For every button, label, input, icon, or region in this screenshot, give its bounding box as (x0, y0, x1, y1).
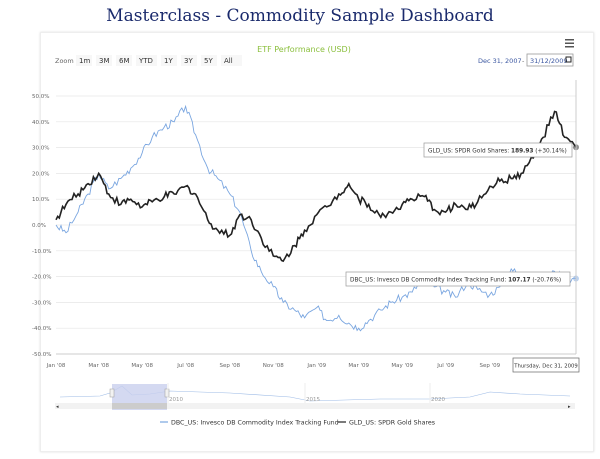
calendar-icon[interactable] (565, 56, 572, 63)
navigator-tick: 2010 (169, 397, 183, 403)
range-to: 31/12/2009 (530, 57, 567, 65)
x-tick-label: Sep '09 (479, 363, 500, 369)
scrollbar[interactable] (55, 403, 575, 409)
range-button-label: 5Y (204, 57, 213, 65)
y-tick-label: 40.0% (32, 120, 49, 126)
crosshair-label: Thursday, Dec 31, 2009 (512, 357, 580, 373)
y-tick-label: -10.0% (32, 249, 51, 255)
range-button-label: All (224, 57, 233, 65)
range-from[interactable]: Dec 31, 2007 (478, 57, 522, 65)
y-tick-label: -50.0% (32, 352, 51, 358)
tooltip: GLD_US: SPDR Gold Shares: 189.93 (+30.14… (423, 142, 573, 158)
range-button-3M[interactable] (96, 55, 112, 66)
svg-text:-: - (522, 57, 525, 65)
x-tick-label: Jan '09 (306, 363, 326, 369)
scroll-right-icon[interactable]: ▸ (568, 404, 571, 410)
range-button-label: 1m (79, 57, 90, 65)
range-button-1Y[interactable] (161, 55, 177, 66)
x-tick-label: Jul '08 (176, 363, 194, 369)
svg-text:DBC_US: Invesco DB Commodity I: DBC_US: Invesco DB Commodity Index Track… (171, 420, 339, 427)
y-tick-label: -40.0% (32, 326, 51, 332)
x-tick-label: May '09 (391, 363, 413, 369)
series-line-gld[interactable] (55, 110, 577, 263)
x-tick-label: Sep '08 (219, 363, 240, 369)
range-button-label: 1Y (164, 57, 173, 65)
navigator-handle[interactable] (164, 388, 170, 398)
y-tick-label: -20.0% (32, 275, 51, 281)
svg-text:GLD_US: SPDR Gold Shares: GLD_US: SPDR Gold Shares (349, 420, 435, 427)
y-tick-label: 30.0% (32, 146, 49, 152)
range-button-3Y[interactable] (181, 55, 197, 66)
svg-text:Thursday, Dec 31, 2009: Thursday, Dec 31, 2009 (513, 364, 578, 370)
series-line-dbc[interactable] (55, 104, 577, 332)
legend-item[interactable]: GLD_US: SPDR Gold Shares (338, 420, 435, 427)
range-to-input[interactable] (526, 53, 574, 67)
y-tick-label: 0.0% (32, 223, 46, 229)
page-title: Masterclass - Commodity Sample Dashboard (106, 6, 494, 26)
range-button-label: YTD (138, 57, 153, 65)
y-tick-label: 50.0% (32, 94, 49, 100)
svg-text:GLD_US: SPDR Gold Shares: 189.: GLD_US: SPDR Gold Shares: 189.93 (+30.14… (428, 149, 567, 155)
chart-card (40, 32, 594, 452)
navigator-handle[interactable] (109, 388, 115, 398)
x-tick-label: Jan '08 (46, 363, 66, 369)
x-tick-label: May '08 (131, 363, 153, 369)
hamburger-icon[interactable] (565, 39, 574, 48)
legend-item[interactable]: DBC_US: Invesco DB Commodity Index Track… (160, 420, 339, 427)
range-button-label: 3M (99, 57, 110, 65)
range-button-label: 6M (119, 57, 130, 65)
y-tick-label: 10.0% (32, 197, 49, 203)
x-tick-label: Mar '08 (88, 363, 109, 369)
range-button-6M[interactable] (116, 55, 132, 66)
y-tick-label: -30.0% (32, 300, 51, 306)
x-tick-label: Jul '09 (436, 363, 454, 369)
range-button-All[interactable] (221, 55, 242, 66)
svg-text:DBC_US: Invesco DB Commodity I: DBC_US: Invesco DB Commodity Index Track… (350, 278, 561, 284)
chart-title: ETF Performance (USD) (257, 45, 351, 54)
tooltip: DBC_US: Invesco DB Commodity Index Track… (345, 271, 571, 287)
x-tick-label: Nov '08 (263, 363, 284, 369)
range-button-YTD[interactable] (136, 55, 157, 66)
range-button-5Y[interactable] (201, 55, 217, 66)
scrollbar-thumb[interactable] (112, 403, 167, 409)
navigator-tick: 2015 (306, 397, 320, 403)
scroll-left-icon[interactable]: ◂ (56, 404, 59, 410)
range-button-label: 3Y (184, 57, 193, 65)
zoom-label: Zoom (55, 57, 74, 65)
range-button-1m[interactable] (76, 55, 92, 66)
x-tick-label: Mar '09 (348, 363, 369, 369)
y-tick-label: 20.0% (32, 171, 49, 177)
navigator-tick: 2020 (431, 397, 445, 403)
